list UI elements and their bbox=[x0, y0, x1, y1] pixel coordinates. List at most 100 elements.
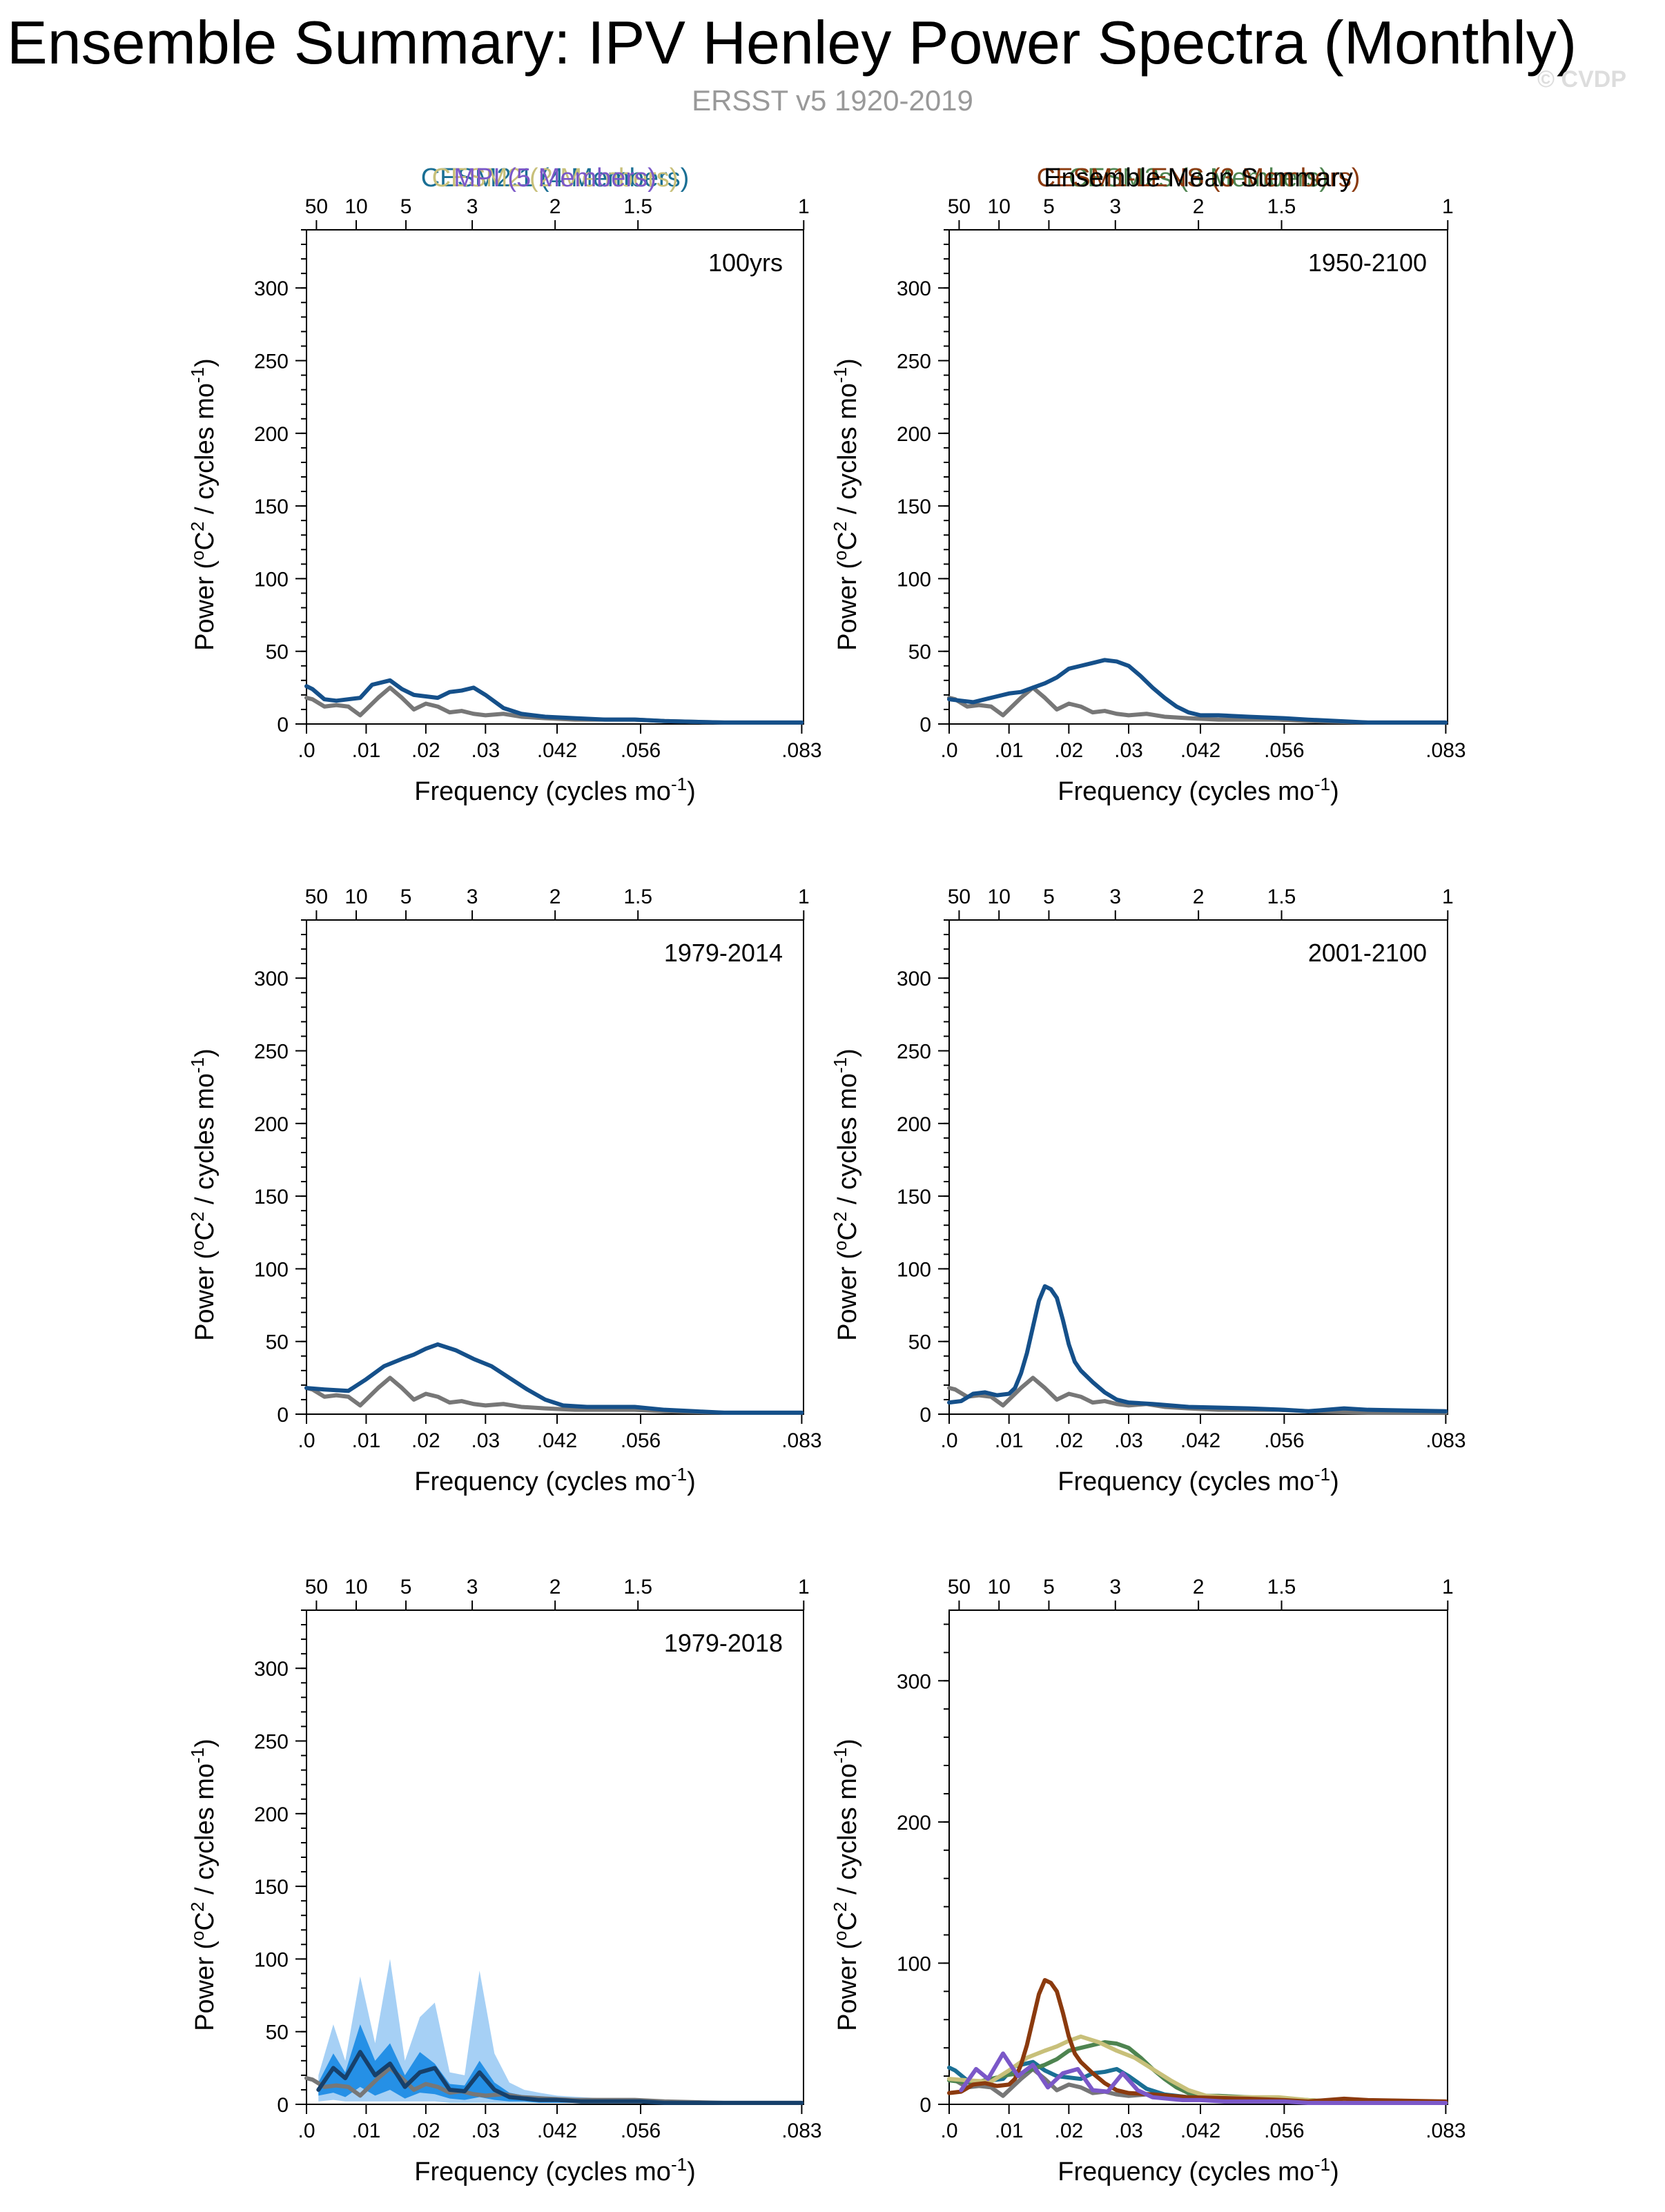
x-tick-label: .03 bbox=[471, 1429, 500, 1452]
y-tick-label: 0 bbox=[277, 2094, 289, 2117]
period-label: 1950-2100 bbox=[1308, 248, 1427, 277]
x-tick-label: .0 bbox=[298, 1429, 315, 1452]
y-tick-label: 200 bbox=[897, 1812, 931, 1834]
x-axis-label: Frequency (cycles mo-1) bbox=[414, 1464, 695, 1496]
top-tick-label: 2 bbox=[1193, 885, 1205, 908]
y-tick-label: 50 bbox=[908, 1331, 931, 1354]
x-tick-label: .083 bbox=[1425, 2120, 1466, 2142]
y-tick-label: 100 bbox=[254, 1258, 289, 1281]
y-tick-label: 200 bbox=[254, 1113, 289, 1136]
y-tick-label: 0 bbox=[919, 1404, 931, 1427]
series-line-observations bbox=[304, 1376, 804, 1415]
top-tick-label: 3 bbox=[467, 1576, 478, 1598]
y-tick-label: 50 bbox=[908, 641, 931, 664]
x-tick-label: .083 bbox=[1425, 739, 1466, 762]
x-tick-label: .02 bbox=[1054, 1429, 1083, 1452]
top-tick-label: 2 bbox=[549, 1576, 561, 1598]
period-label: 2001-2100 bbox=[1308, 939, 1427, 967]
top-tick-label: 2 bbox=[1193, 195, 1205, 218]
series-line-ensemble-mean bbox=[947, 658, 1448, 725]
y-tick-label: 150 bbox=[254, 496, 289, 518]
y-tick-label: 50 bbox=[266, 641, 289, 664]
y-tick-label: 200 bbox=[254, 1803, 289, 1826]
y-tick-label: 250 bbox=[254, 1731, 289, 1754]
watermark: © CVDP bbox=[1537, 66, 1626, 92]
x-tick-label: .056 bbox=[621, 2120, 661, 2142]
series-line-ensemble-mean bbox=[304, 1342, 804, 1415]
top-tick-label: 2 bbox=[549, 885, 561, 908]
x-tick-label: .0 bbox=[940, 1429, 957, 1452]
y-tick-label: 300 bbox=[254, 1658, 289, 1681]
top-tick-label: 1.5 bbox=[1267, 195, 1296, 218]
top-tick-label: 1 bbox=[1442, 885, 1454, 908]
top-tick-label: 5 bbox=[1043, 195, 1055, 218]
panel-title: CESM2 (2 Members) bbox=[432, 164, 679, 193]
panel-title: CESM2.1 (4 Members) bbox=[421, 164, 690, 193]
x-tick-label: .0 bbox=[940, 739, 957, 762]
y-tick-label: 250 bbox=[897, 1041, 931, 1064]
x-tick-label: .083 bbox=[781, 1429, 821, 1452]
top-tick-label: 3 bbox=[467, 195, 478, 218]
period-label: 1979-2018 bbox=[664, 1629, 783, 1657]
top-tick-label: 5 bbox=[400, 195, 412, 218]
x-tick-label: .083 bbox=[781, 739, 821, 762]
panel-2: CESM2s (3 Members)1950-21000501001502002… bbox=[830, 164, 1466, 806]
top-tick-label: 50 bbox=[305, 1576, 328, 1598]
x-axis-label: Frequency (cycles mo-1) bbox=[414, 2154, 695, 2186]
x-tick-label: .03 bbox=[1114, 2120, 1143, 2142]
y-tick-label: 0 bbox=[277, 1404, 289, 1427]
spread-band-interquartile bbox=[318, 2024, 802, 2104]
top-tick-label: 10 bbox=[988, 885, 1011, 908]
top-tick-label: 50 bbox=[948, 885, 971, 908]
x-tick-label: .0 bbox=[940, 2120, 957, 2142]
top-tick-label: 10 bbox=[344, 195, 367, 218]
x-axis-label: Frequency (cycles mo-1) bbox=[414, 774, 695, 806]
series-line-ensemble-mean bbox=[316, 2050, 804, 2105]
top-tick-label: 3 bbox=[1109, 195, 1121, 218]
top-tick-label: 1 bbox=[798, 885, 810, 908]
plot-frame bbox=[306, 919, 804, 1415]
x-tick-label: .0 bbox=[298, 739, 315, 762]
x-tick-label: .01 bbox=[352, 1429, 381, 1452]
y-axis-label: Power (oC2 / cycles mo-1) bbox=[187, 358, 220, 651]
plot-frame bbox=[948, 229, 1448, 725]
y-tick-label: 150 bbox=[897, 496, 931, 518]
panel-1: CESM2.1 (4 Members)100yrs050100150200250… bbox=[187, 164, 822, 806]
panel-4: CESM1-LENS (3 Members)2001-2100050100150… bbox=[830, 164, 1466, 1496]
x-tick-label: .042 bbox=[537, 2120, 577, 2142]
y-tick-label: 50 bbox=[266, 2022, 289, 2044]
y-tick-label: 50 bbox=[266, 1331, 289, 1354]
top-tick-label: 1 bbox=[1442, 1576, 1454, 1598]
top-tick-label: 1.5 bbox=[1267, 885, 1296, 908]
x-tick-label: .03 bbox=[1114, 1429, 1143, 1452]
x-axis-label: Frequency (cycles mo-1) bbox=[1058, 774, 1338, 806]
x-tick-label: .01 bbox=[995, 739, 1024, 762]
top-tick-label: 1 bbox=[1442, 195, 1454, 218]
y-tick-label: 250 bbox=[254, 1041, 289, 1064]
top-tick-label: 10 bbox=[988, 1576, 1011, 1598]
x-tick-label: .056 bbox=[621, 1429, 661, 1452]
series-line-ensemble-mean bbox=[947, 1284, 1448, 1413]
top-tick-label: 50 bbox=[948, 195, 971, 218]
top-tick-label: 3 bbox=[467, 885, 478, 908]
y-tick-label: 300 bbox=[897, 968, 931, 990]
y-tick-label: 150 bbox=[897, 1186, 931, 1208]
y-tick-label: 200 bbox=[897, 423, 931, 446]
top-tick-label: 5 bbox=[400, 1576, 412, 1598]
top-tick-label: 10 bbox=[344, 885, 367, 908]
top-tick-label: 5 bbox=[1043, 885, 1055, 908]
x-tick-label: .01 bbox=[352, 2120, 381, 2142]
period-label: 100yrs bbox=[708, 248, 783, 277]
y-tick-label: 150 bbox=[254, 1186, 289, 1208]
y-tick-label: 100 bbox=[897, 1258, 931, 1281]
top-tick-label: 10 bbox=[988, 195, 1011, 218]
top-tick-label: 3 bbox=[1109, 885, 1121, 908]
top-tick-label: 1 bbox=[798, 195, 810, 218]
y-axis-label: Power (oC2 / cycles mo-1) bbox=[187, 1739, 220, 2031]
y-axis-label: Power (oC2 / cycles mo-1) bbox=[830, 1739, 862, 2031]
top-tick-label: 2 bbox=[549, 195, 561, 218]
y-tick-label: 100 bbox=[254, 1948, 289, 1971]
x-tick-label: .042 bbox=[1180, 1429, 1220, 1452]
plot-frame bbox=[948, 919, 1448, 1415]
